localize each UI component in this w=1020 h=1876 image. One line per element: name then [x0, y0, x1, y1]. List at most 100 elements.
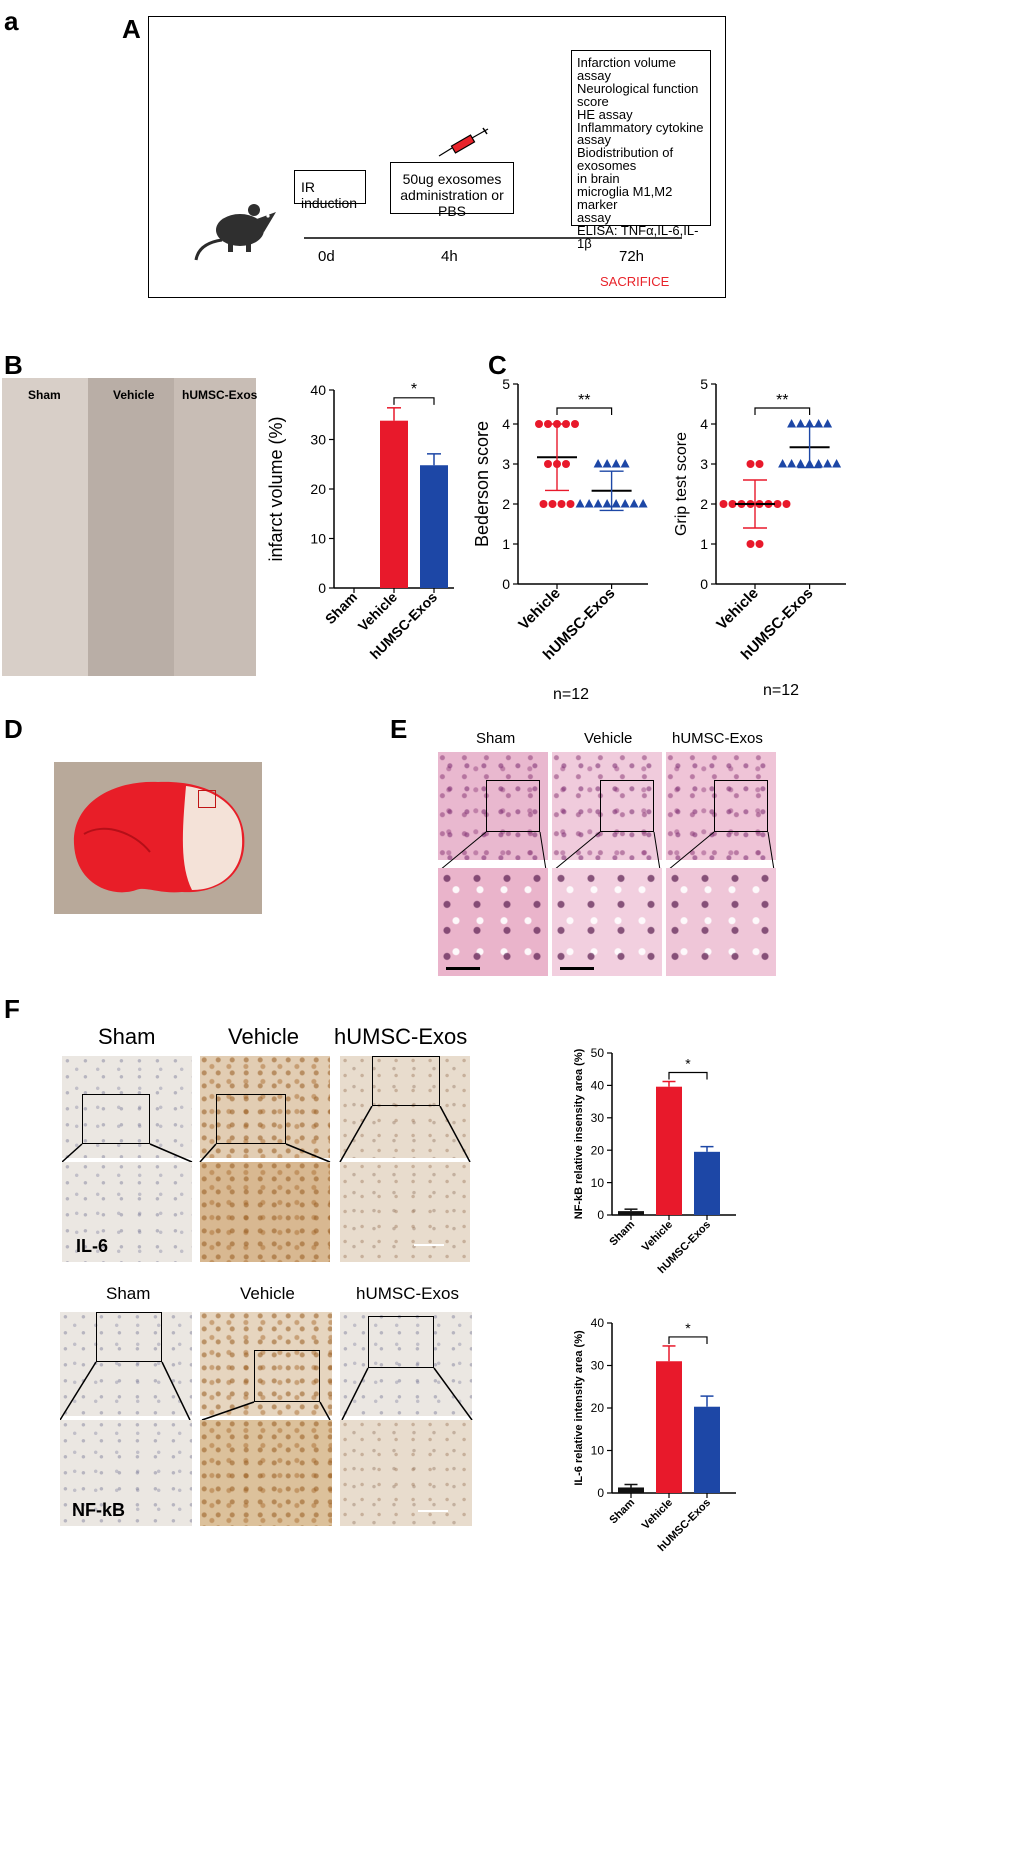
y-tick-label: 0	[700, 576, 708, 592]
y-tick-label: 50	[591, 1046, 605, 1060]
data-point	[539, 500, 548, 508]
bar-humsc-exos	[694, 1406, 720, 1493]
y-tick-label: 0	[597, 1208, 604, 1222]
y-axis-label: IL-6 relative intensity area (%)	[573, 1330, 585, 1486]
b-label-sham: Sham	[28, 388, 61, 402]
y-tick-label: 20	[310, 481, 326, 497]
data-point	[746, 460, 755, 468]
data-point	[593, 499, 603, 508]
data-point	[620, 499, 630, 508]
assay-item: Neurological function	[577, 80, 699, 96]
data-point	[548, 500, 557, 508]
assay-item: ELISA: TNFα,IL-6,IL-1β	[577, 222, 699, 251]
ihc-nfkb-sham-high	[60, 1420, 192, 1526]
ihc-nfkb-humsc-low	[340, 1312, 472, 1416]
f-nfkb-label-vehicle: Vehicle	[240, 1284, 295, 1303]
bar-sham	[618, 1211, 644, 1215]
y-tick-label: 40	[591, 1079, 605, 1093]
e-label-humsc: hUMSC-Exos	[672, 730, 763, 747]
ihc-il6-vehicle-low	[200, 1056, 330, 1158]
ihc-il6-vehicle-high	[200, 1162, 330, 1262]
significance-bracket	[393, 397, 435, 405]
e-label-sham: Sham	[476, 730, 516, 747]
y-tick-label: 1	[502, 536, 510, 552]
exosome-admin-box: 50ug exosomes administration or PBS	[390, 162, 514, 219]
ihc-nfkb-humsc-high	[340, 1420, 472, 1526]
y-tick-label: 30	[591, 1359, 605, 1373]
y-tick-label: 40	[310, 382, 326, 398]
he-sham-low	[438, 752, 548, 860]
panel-letter-a: a	[4, 6, 19, 36]
f-il6-label-humsc: hUMSC-Exos	[334, 1024, 468, 1049]
y-tick-label: 2	[700, 496, 708, 512]
data-point	[778, 459, 788, 468]
exosome-admin-line1: 50ug exosomes	[402, 171, 502, 187]
ihc-il6-zoom-lines	[62, 1106, 471, 1163]
y-tick-label: 40	[591, 1316, 605, 1330]
he-zoom-lines	[439, 831, 775, 871]
data-point	[755, 540, 764, 548]
panel-letter-E: E	[390, 714, 408, 744]
y-tick-label: 20	[591, 1143, 605, 1157]
x-tick-label: Sham	[607, 1218, 637, 1248]
e-label-vehicle: Vehicle	[584, 730, 633, 747]
y-tick-label: 10	[310, 530, 326, 546]
ttc-brain-slices-photo	[2, 378, 256, 676]
ihc-nfkb-tag: NF-kB	[72, 1500, 125, 1520]
assay-item: Infarction volume	[577, 55, 676, 70]
y-axis-label: NF-kB relative insensity area (%)	[573, 1048, 585, 1219]
bar-vehicle	[380, 420, 408, 588]
syringe-icon	[438, 127, 489, 157]
timeline-axis	[304, 237, 682, 239]
timeline-frame	[148, 16, 726, 298]
data-point	[823, 459, 833, 468]
significance-label: **	[578, 392, 590, 409]
he-vehicle-low	[552, 752, 662, 860]
data-point	[638, 499, 648, 508]
bar-vehicle	[656, 1361, 682, 1493]
data-point	[796, 459, 806, 468]
assay-item: Biodistribution of exosomes	[577, 145, 674, 174]
y-tick-label: 5	[700, 376, 708, 392]
data-point	[796, 419, 806, 428]
significance-label: **	[776, 392, 788, 409]
x-tick-label: Vehicle	[515, 585, 564, 634]
bar-sham	[618, 1487, 644, 1493]
data-point	[566, 500, 575, 508]
y-tick-label: 30	[591, 1111, 605, 1125]
x-tick-label: Vehicle	[640, 1219, 675, 1254]
ihc-nfkb-vehicle-high	[200, 1420, 332, 1526]
data-point	[571, 420, 579, 428]
timeline-4h: 4h	[441, 248, 458, 265]
panel-letter-A: A	[122, 14, 141, 44]
y-tick-label: 30	[310, 431, 326, 447]
data-point	[611, 499, 621, 508]
ihc-il6-sham-low	[62, 1056, 192, 1158]
data-point	[719, 500, 728, 508]
data-point	[611, 459, 621, 468]
data-point	[544, 460, 552, 468]
y-tick-label: 5	[502, 376, 510, 392]
data-point	[805, 419, 815, 428]
data-point	[814, 459, 824, 468]
data-point	[773, 500, 782, 508]
f-nfkb-label-humsc: hUMSC-Exos	[356, 1284, 459, 1303]
timeline-72h: 72h	[619, 248, 645, 265]
data-point	[557, 500, 566, 508]
y-tick-label: 4	[502, 416, 510, 432]
panel-letter-C: C	[488, 350, 507, 380]
he-humsc-low	[666, 752, 776, 860]
assay-item: in brain	[577, 171, 620, 187]
ihc-il6-sham-high	[62, 1162, 192, 1262]
bar-vehicle	[656, 1086, 682, 1215]
significance-label: *	[685, 1056, 691, 1072]
data-point	[535, 420, 543, 428]
b-label-vehicle: Vehicle	[113, 388, 155, 402]
timeline-0d: 0d	[318, 248, 335, 265]
y-tick-label: 1	[700, 536, 708, 552]
b-label-humsc: hUMSC-Exos	[182, 388, 258, 402]
